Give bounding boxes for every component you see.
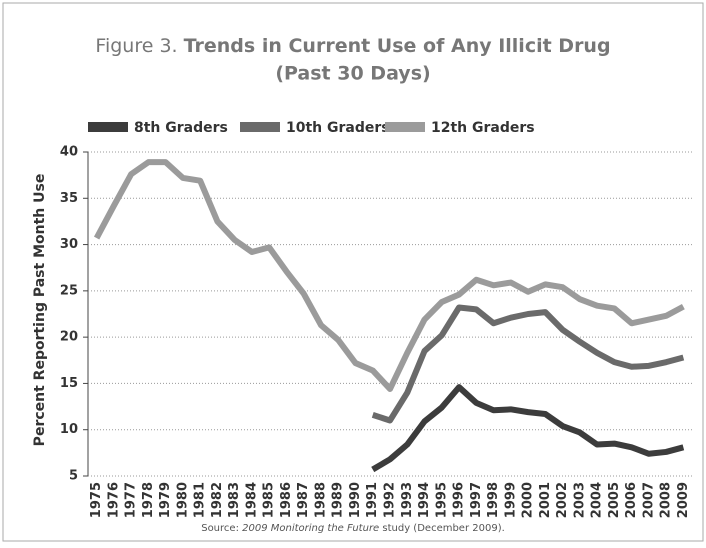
x-tick-label: 1993 [400,482,415,518]
y-tick-label: 35 [60,191,78,206]
source-note: Source: 2009 Monitoring the Future study… [201,523,505,534]
source-title: 2009 Monitoring the Future [242,523,379,534]
legend-label: 10th Graders [286,120,390,136]
x-tick-label: 1988 [313,482,328,518]
x-tick-label: 2002 [555,482,570,518]
y-tick-label: 25 [60,283,78,298]
x-tick-label: 1995 [434,482,449,518]
x-tick-label: 1979 [158,482,173,518]
series-line [371,384,685,473]
x-tick-label: 1987 [296,482,311,518]
x-tick-label: 1980 [175,482,190,518]
x-tick-label: 2004 [590,482,605,518]
x-tick-label: 2007 [641,482,656,518]
legend-label: 8th Graders [134,120,228,136]
legend-swatch [88,122,128,132]
y-tick-label: 40 [60,145,78,160]
x-tick-label: 2001 [538,482,553,518]
x-tick-label: 2000 [521,482,536,518]
x-tick-label: 1978 [141,482,156,518]
y-tick-label: 15 [60,376,78,391]
y-tick-label: 30 [60,237,78,252]
legend-label: 12th Graders [431,120,535,136]
y-axis-label: Percent Reporting Past Month Use [32,174,48,447]
x-tick-label: 1983 [227,482,242,518]
x-tick-label: 1997 [469,482,484,518]
series-line [93,159,685,392]
x-tick-label: 1996 [452,482,467,518]
x-tick-label: 1986 [279,482,294,518]
x-tick-label: 1999 [503,482,518,518]
series-line [371,304,685,424]
source-text: study (December 2009). [379,523,505,534]
title-prefix: Figure 3. [95,35,177,57]
title-main: Trends in Current Use of Any Illicit Dru… [184,35,611,57]
y-tick-label: 10 [60,422,78,437]
x-tick-label: 2008 [659,482,674,518]
x-tick-label: 1998 [486,482,501,518]
x-tick-label: 1992 [383,482,398,518]
legend-swatch [240,122,280,132]
y-tick-label: 20 [60,330,78,345]
x-tick-label: 1994 [417,482,432,518]
y-tick-label: 5 [69,469,78,484]
x-tick-label: 1985 [262,482,277,518]
source-text: Source: [201,523,242,534]
chart-subtitle: (Past 30 Days) [275,63,430,85]
legend-swatch [385,122,425,132]
chart-title: Figure 3. Trends in Current Use of Any I… [95,35,610,57]
x-tick-label: 1977 [124,482,139,518]
x-tick-label: 1984 [244,482,259,518]
x-tick-label: 2003 [572,482,587,518]
x-tick-label: 1982 [210,482,225,518]
x-tick-label: 1981 [193,482,208,518]
x-tick-label: 1991 [365,482,380,518]
x-tick-label: 1989 [331,482,346,518]
x-tick-label: 1976 [106,482,121,518]
x-tick-label: 2006 [624,482,639,518]
x-tick-label: 2009 [676,482,691,518]
x-tick-label: 2005 [607,482,622,518]
x-tick-label: 1990 [348,482,363,518]
x-tick-label: 1975 [89,482,104,518]
frame [2,2,704,542]
